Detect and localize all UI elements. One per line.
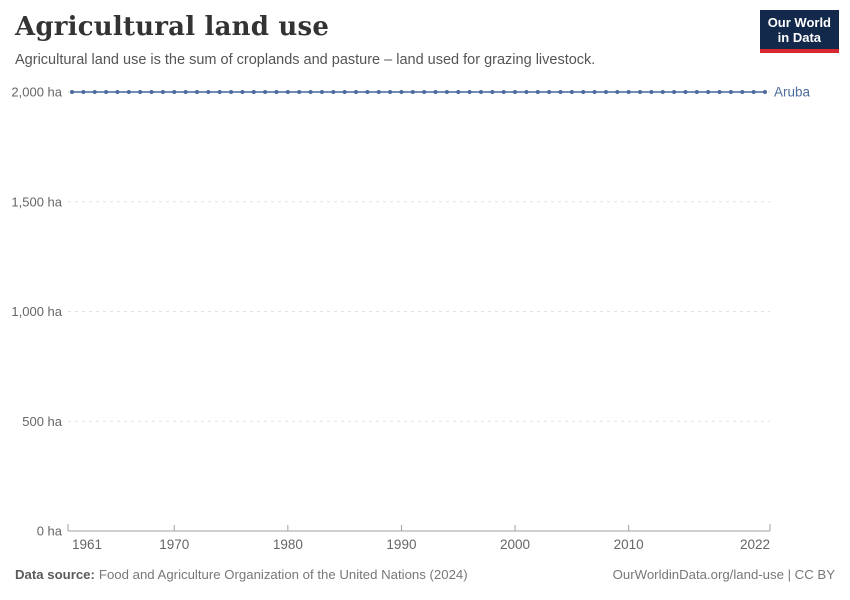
data-point xyxy=(751,90,756,94)
data-point xyxy=(683,90,688,94)
x-tick-label: 2000 xyxy=(500,537,530,552)
data-point xyxy=(115,90,120,94)
data-point xyxy=(558,90,563,94)
data-point xyxy=(467,90,472,94)
data-point xyxy=(638,90,643,94)
y-tick-label: 0 ha xyxy=(37,524,63,539)
data-point xyxy=(569,90,574,94)
data-point xyxy=(433,90,438,94)
data-point xyxy=(706,90,711,94)
data-point xyxy=(274,90,279,94)
data-source-label: Data source: xyxy=(15,567,95,582)
data-point xyxy=(501,90,506,94)
data-point xyxy=(149,90,154,94)
data-point xyxy=(717,90,722,94)
entity-label: Aruba xyxy=(774,85,811,100)
data-point xyxy=(547,90,552,94)
data-point xyxy=(740,90,745,94)
x-tick-label: 2022 xyxy=(740,537,770,552)
data-point xyxy=(263,90,268,94)
data-point xyxy=(581,90,586,94)
y-tick-label: 1,500 ha xyxy=(11,194,62,209)
data-point xyxy=(319,90,324,94)
data-point xyxy=(478,90,483,94)
x-tick-label: 2010 xyxy=(614,537,644,552)
y-tick-label: 2,000 ha xyxy=(11,85,62,100)
x-tick-label: 1970 xyxy=(159,537,189,552)
data-point xyxy=(456,90,461,94)
data-point xyxy=(126,90,131,94)
data-point xyxy=(649,90,654,94)
data-point xyxy=(70,90,74,94)
chart-title: Agricultural land use xyxy=(15,12,330,42)
data-point xyxy=(660,90,665,94)
data-source: Data source: Food and Agriculture Organiz… xyxy=(15,567,468,582)
data-point xyxy=(229,90,234,94)
data-point xyxy=(104,90,109,94)
data-point xyxy=(251,90,256,94)
data-point xyxy=(217,90,222,94)
x-tick-label: 1961 xyxy=(72,537,102,552)
data-point xyxy=(92,90,97,94)
chart-subtitle: Agricultural land use is the sum of crop… xyxy=(15,52,596,68)
footer-link[interactable]: OurWorldinData.org/land-use | CC BY xyxy=(612,567,835,582)
data-point xyxy=(672,90,677,94)
data-point xyxy=(603,90,608,94)
data-point xyxy=(490,90,495,94)
owid-logo[interactable]: Our World in Data xyxy=(759,10,839,53)
owid-logo-line1: Our World xyxy=(767,15,831,30)
data-point xyxy=(206,90,211,94)
owid-logo-line2: in Data xyxy=(777,30,822,45)
data-point xyxy=(172,90,177,94)
data-point xyxy=(183,90,188,94)
data-point xyxy=(399,90,404,94)
data-point xyxy=(626,90,631,94)
data-point xyxy=(194,90,199,94)
data-point xyxy=(354,90,359,94)
x-tick-label: 1990 xyxy=(386,537,416,552)
data-point xyxy=(138,90,143,94)
data-point xyxy=(410,90,415,94)
data-point xyxy=(365,90,370,94)
data-point xyxy=(342,90,347,94)
data-point xyxy=(592,90,597,94)
data-point xyxy=(376,90,381,94)
data-point xyxy=(240,90,245,94)
data-point xyxy=(615,90,620,94)
data-point xyxy=(285,90,290,94)
x-tick-label: 1980 xyxy=(273,537,303,552)
data-point xyxy=(728,90,733,94)
data-point xyxy=(535,90,540,94)
y-tick-label: 1,000 ha xyxy=(11,304,62,319)
y-tick-label: 500 ha xyxy=(22,414,63,429)
data-source-text: Food and Agriculture Organization of the… xyxy=(98,567,468,582)
data-point xyxy=(81,90,86,94)
data-point xyxy=(422,90,427,94)
data-point xyxy=(513,90,518,94)
data-point xyxy=(694,90,699,94)
data-point xyxy=(388,90,393,94)
data-point xyxy=(160,90,165,94)
data-point xyxy=(524,90,529,94)
data-point xyxy=(331,90,336,94)
data-point xyxy=(308,90,313,94)
data-point xyxy=(763,90,767,94)
chart-footer: Data source: Food and Agriculture Organiz… xyxy=(15,567,835,582)
data-point xyxy=(297,90,302,94)
data-point xyxy=(444,90,449,94)
